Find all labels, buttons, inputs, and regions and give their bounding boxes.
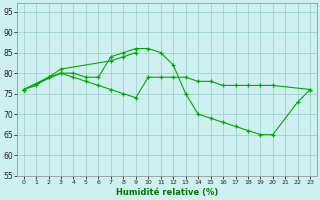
X-axis label: Humidité relative (%): Humidité relative (%) [116, 188, 218, 197]
